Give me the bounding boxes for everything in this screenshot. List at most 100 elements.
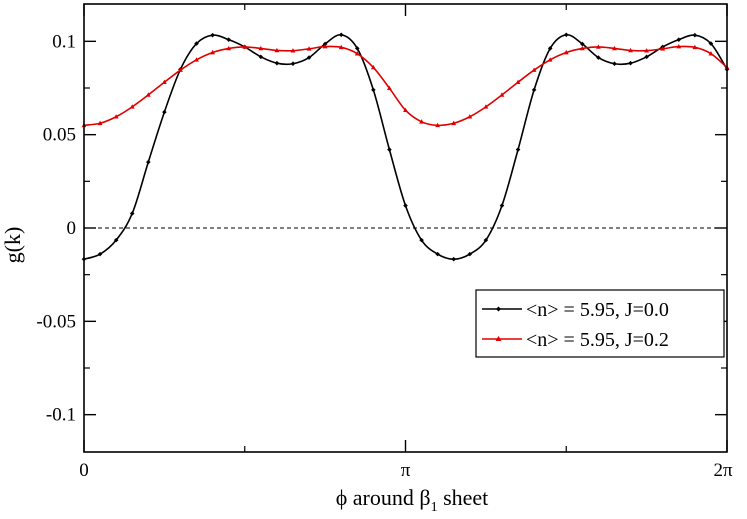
data-point-diamond [258,54,264,60]
data-point-triangle [387,85,392,90]
legend-marker-j02 [495,336,502,341]
data-point-diamond [419,237,424,243]
data-point-triangle [370,64,376,70]
data-point-triangle [660,46,666,51]
data-point-triangle [547,57,553,62]
legend-box [475,289,725,358]
data-point-diamond [692,32,698,38]
y-tick-label: 0.05 [43,125,76,146]
data-point-triangle [226,45,232,51]
data-point-triangle [290,48,296,53]
data-point-diamond [290,61,296,67]
data-point-triangle [129,104,135,109]
data-point-diamond [547,46,553,51]
data-point-diamond [563,32,569,38]
x-axis-label-tail: sheet [438,485,489,510]
y-tick-label: 0 [67,218,77,239]
data-point-triangle [515,79,521,85]
data-point-triangle [612,45,617,51]
data-point-triangle [210,49,215,55]
x-tick-label: π [401,460,411,481]
data-point-diamond [676,37,682,42]
data-point-triangle [451,120,457,126]
legend-marker-j00 [496,306,501,312]
data-point-triangle [692,44,698,50]
data-point-triangle [97,120,103,126]
data-point-diamond [628,60,633,66]
data-point-diamond [483,237,489,243]
y-tick-label: -0.1 [46,405,76,426]
legend-entry-j00: <n> = 5.95, J=0.0 [482,299,669,321]
data-point-diamond [531,87,537,93]
data-point-triangle [499,92,505,97]
data-point-triangle [467,114,473,119]
legend-label-j02: <n> = 5.95, J=0.2 [526,329,669,351]
data-point-diamond [97,251,103,257]
data-point-diamond [210,32,215,38]
data-point-triangle [322,43,328,49]
data-point-triangle [628,47,633,53]
data-point-diamond [338,32,344,38]
data-point-triangle [644,48,650,53]
series-line-1 [83,45,728,127]
data-point-triangle [338,44,344,50]
data-point-diamond [226,37,231,42]
data-point-triangle [194,57,199,62]
legend: <n> = 5.95, J=0.0 <n> = 5.95, J=0.2 [475,289,725,358]
data-point-diamond [580,41,585,47]
data-point-triangle [676,43,682,49]
data-point-diamond [322,41,328,47]
data-point-diamond [435,251,440,257]
data-point-triangle [354,51,360,56]
y-tick-label: -0.05 [36,311,76,332]
data-point-diamond [354,46,360,51]
data-point-triangle [242,44,248,49]
y-tick-label: 0.1 [52,31,76,52]
data-point-diamond [194,41,199,46]
data-point-triangle [306,46,312,51]
data-point-diamond [644,54,649,60]
data-point-diamond [387,147,392,152]
data-point-triangle [531,67,537,72]
data-point-triangle [419,119,424,124]
axes-layer: 0.1 0.05 0 -0.05 -0.1 0 π 2π [36,4,733,481]
data-point-diamond [499,203,505,208]
data-point-diamond [515,147,521,152]
data-point-diamond [467,251,473,257]
x-axis-label-main: ϕ around β [336,485,431,510]
legend-label-j00: <n> = 5.95, J=0.0 [526,299,669,321]
data-point-diamond [403,203,408,208]
y-axis-label: g(k) [0,227,25,264]
data-point-diamond [113,237,119,243]
data-point-diamond [371,87,376,93]
x-axis-label: ϕ around β1 sheet [336,485,489,515]
data-point-diamond [274,60,280,66]
data-point-diamond [708,41,714,46]
data-point-diamond [145,159,151,165]
data-point-diamond [306,55,312,60]
data-point-diamond [612,61,617,67]
data-point-triangle [708,51,714,56]
x-tick-label: 0 [79,460,89,481]
data-point-triangle [435,122,441,128]
data-point-diamond [451,256,457,262]
x-tick-label: 2π [713,460,733,481]
data-point-diamond [162,109,167,115]
legend-entry-j02: <n> = 5.95, J=0.2 [482,329,669,351]
data-point-triangle [113,114,119,119]
data-point-triangle [403,107,408,113]
data-point-triangle [563,49,569,55]
plot-layer [81,32,730,262]
data-point-triangle [258,45,264,51]
x-axis-label-subscript: 1 [431,500,438,515]
data-point-triangle [274,47,280,53]
data-point-triangle [178,67,183,72]
data-point-triangle [161,79,167,85]
data-point-triangle [579,45,585,51]
data-point-diamond [596,55,601,60]
data-point-triangle [483,104,489,109]
data-point-triangle [145,92,151,97]
data-point-diamond [129,211,135,216]
data-point-triangle [595,44,601,49]
